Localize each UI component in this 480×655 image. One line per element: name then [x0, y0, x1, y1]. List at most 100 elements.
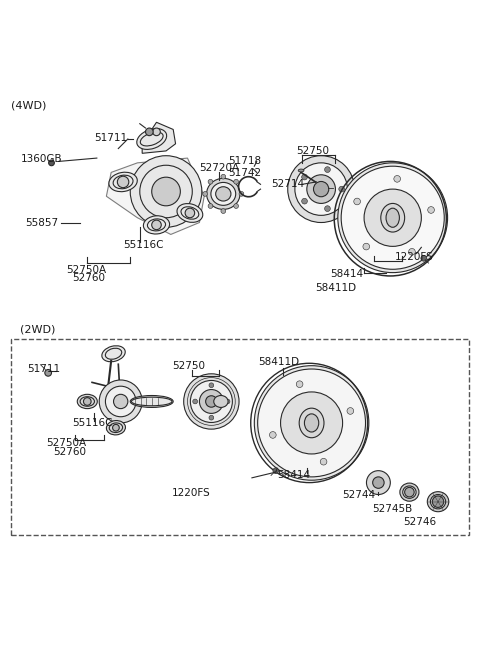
Circle shape — [372, 477, 384, 489]
Text: 52760: 52760 — [72, 273, 105, 284]
Circle shape — [301, 174, 307, 180]
Circle shape — [130, 156, 202, 227]
Polygon shape — [142, 122, 176, 153]
Text: 58411D: 58411D — [258, 357, 299, 367]
Circle shape — [117, 176, 129, 188]
Ellipse shape — [400, 483, 419, 501]
Ellipse shape — [77, 394, 97, 409]
Text: 1220FS: 1220FS — [395, 252, 434, 262]
Circle shape — [363, 243, 370, 250]
Ellipse shape — [214, 396, 228, 407]
Text: 1360GB: 1360GB — [21, 153, 62, 164]
Circle shape — [408, 248, 415, 255]
Text: (4WD): (4WD) — [11, 101, 46, 111]
Circle shape — [113, 424, 119, 431]
Circle shape — [421, 255, 427, 261]
Text: 52750: 52750 — [172, 361, 205, 371]
Ellipse shape — [177, 204, 203, 222]
Circle shape — [288, 156, 355, 223]
Text: 58414: 58414 — [331, 269, 364, 279]
Circle shape — [209, 415, 214, 420]
Text: 58414: 58414 — [277, 470, 311, 480]
Text: 55116C: 55116C — [123, 240, 164, 250]
Circle shape — [313, 181, 329, 196]
Ellipse shape — [299, 408, 324, 438]
Circle shape — [366, 471, 390, 495]
Circle shape — [221, 174, 226, 179]
Circle shape — [394, 176, 400, 182]
Ellipse shape — [130, 396, 173, 407]
Text: 52714: 52714 — [271, 179, 304, 189]
Circle shape — [432, 496, 444, 508]
Text: 1220FS: 1220FS — [172, 488, 211, 498]
Circle shape — [193, 399, 198, 404]
Ellipse shape — [381, 204, 405, 232]
Circle shape — [234, 204, 239, 208]
Circle shape — [114, 394, 128, 409]
Circle shape — [239, 191, 244, 196]
Circle shape — [152, 220, 161, 230]
Ellipse shape — [298, 169, 304, 172]
Ellipse shape — [216, 187, 231, 201]
Text: 51711: 51711 — [95, 132, 128, 143]
Circle shape — [208, 179, 213, 184]
Text: (2WD): (2WD) — [21, 325, 56, 335]
Circle shape — [99, 380, 142, 423]
Circle shape — [234, 179, 239, 184]
Circle shape — [185, 208, 195, 217]
Text: 52750: 52750 — [296, 146, 329, 156]
Ellipse shape — [137, 128, 167, 149]
Circle shape — [324, 206, 330, 212]
Text: 52720A: 52720A — [199, 163, 240, 173]
Circle shape — [307, 175, 336, 204]
Circle shape — [48, 160, 54, 166]
Circle shape — [338, 163, 447, 272]
Text: 51742: 51742 — [228, 168, 262, 178]
Text: 55116C: 55116C — [72, 418, 112, 428]
Text: 52744: 52744 — [343, 491, 376, 500]
Ellipse shape — [132, 397, 172, 405]
Circle shape — [152, 177, 180, 206]
Ellipse shape — [386, 208, 399, 227]
Circle shape — [221, 209, 226, 214]
Text: 55857: 55857 — [25, 217, 59, 227]
Circle shape — [320, 458, 327, 465]
Circle shape — [191, 381, 232, 422]
Text: 58411D: 58411D — [315, 284, 357, 293]
Circle shape — [208, 204, 213, 208]
Circle shape — [273, 468, 279, 474]
Circle shape — [254, 365, 369, 480]
Circle shape — [347, 407, 354, 415]
Text: 52746: 52746 — [404, 517, 437, 527]
Ellipse shape — [102, 346, 125, 362]
Text: 52750A: 52750A — [46, 438, 86, 448]
Circle shape — [203, 191, 207, 196]
Circle shape — [354, 198, 360, 205]
Circle shape — [269, 432, 276, 438]
Text: 52745B: 52745B — [372, 504, 413, 514]
Circle shape — [295, 163, 348, 215]
Circle shape — [209, 383, 214, 388]
Ellipse shape — [107, 421, 125, 435]
Ellipse shape — [403, 486, 416, 498]
Ellipse shape — [206, 178, 240, 210]
Ellipse shape — [211, 183, 236, 205]
Circle shape — [341, 166, 444, 269]
Text: 51718: 51718 — [228, 157, 262, 166]
Circle shape — [45, 369, 51, 376]
Ellipse shape — [427, 492, 449, 512]
Circle shape — [145, 128, 153, 136]
Circle shape — [205, 396, 217, 407]
Polygon shape — [107, 158, 204, 234]
Circle shape — [296, 381, 303, 388]
Circle shape — [405, 487, 414, 497]
Circle shape — [84, 398, 91, 405]
Circle shape — [324, 167, 330, 172]
Circle shape — [225, 399, 230, 404]
Text: 51711: 51711 — [28, 364, 61, 374]
Circle shape — [106, 386, 136, 417]
Text: 52760: 52760 — [53, 447, 86, 457]
Circle shape — [199, 390, 223, 413]
Ellipse shape — [304, 414, 319, 432]
Circle shape — [281, 392, 343, 454]
